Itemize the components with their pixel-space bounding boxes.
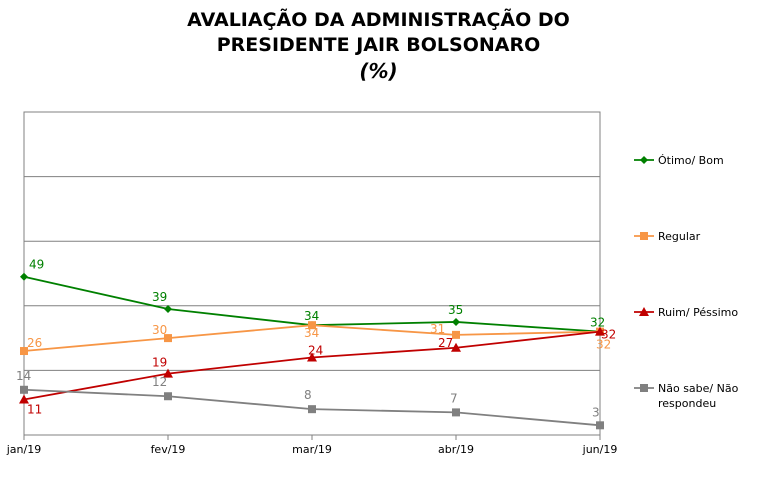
data-label: 32 — [590, 316, 605, 330]
data-point-marker — [308, 405, 316, 414]
legend-marker — [639, 307, 649, 316]
chart-title-line-1: AVALIAÇÃO DA ADMINISTRAÇÃO DO — [187, 9, 570, 31]
data-point-marker — [163, 368, 173, 378]
x-tick-label: abr/19 — [438, 443, 474, 456]
data-label: 32 — [601, 328, 616, 342]
data-label: 24 — [308, 343, 323, 357]
legend-marker — [640, 232, 648, 240]
data-label: 8 — [304, 388, 312, 402]
data-point-marker — [164, 305, 172, 314]
data-label: 32 — [596, 338, 611, 352]
data-label: 27 — [438, 336, 453, 350]
data-point-marker — [20, 385, 28, 394]
x-tick-label: fev/19 — [151, 443, 186, 456]
data-point-marker — [164, 334, 172, 343]
x-tick-label: jun/19 — [582, 443, 618, 456]
data-label: 14 — [16, 369, 31, 383]
data-point-marker — [452, 317, 460, 326]
data-point-marker — [452, 330, 460, 339]
legend-marker — [640, 384, 648, 392]
chart-title-block: AVALIAÇÃO DA ADMINISTRAÇÃO DO PRESIDENTE… — [0, 8, 757, 84]
data-point-marker — [596, 421, 604, 430]
legend-entry: Regular — [658, 230, 701, 243]
legend-marker — [640, 156, 648, 164]
data-label: 11 — [27, 402, 42, 416]
data-label: 49 — [29, 258, 44, 272]
x-tick-label: jan/19 — [6, 443, 41, 456]
data-point-marker — [20, 272, 28, 281]
plot-area-frame — [23, 111, 601, 436]
data-point-marker — [19, 394, 29, 404]
data-point-marker — [451, 342, 461, 352]
data-label: 39 — [152, 290, 167, 304]
data-label: 31 — [430, 322, 445, 336]
chart-title-line-2: PRESIDENTE JAIR BOLSONARO — [216, 34, 541, 56]
data-label: 34 — [304, 309, 319, 323]
data-label: 34 — [304, 326, 319, 340]
data-label: 12 — [152, 375, 167, 389]
data-point-marker — [307, 352, 317, 362]
data-point-marker — [308, 321, 316, 330]
data-label: 3 — [592, 405, 600, 419]
series-line — [23, 330, 601, 401]
data-point-marker — [452, 408, 460, 417]
legend-entry: Ótimo/ Bom — [658, 154, 724, 167]
chart-subtitle: (%) — [359, 59, 398, 83]
data-point-marker — [20, 347, 28, 356]
data-label: 30 — [152, 323, 167, 337]
data-label: 19 — [152, 356, 167, 370]
data-point-marker — [595, 326, 605, 336]
data-label: 35 — [448, 303, 463, 317]
data-label: 7 — [450, 391, 458, 405]
legend-entry: Não sabe/ Não respondeu — [658, 382, 739, 410]
data-point-marker — [164, 392, 172, 401]
legend-entry: Ruim/ Péssimo — [658, 306, 738, 319]
data-label: 26 — [27, 336, 42, 350]
x-tick-label: mar/19 — [292, 443, 332, 456]
